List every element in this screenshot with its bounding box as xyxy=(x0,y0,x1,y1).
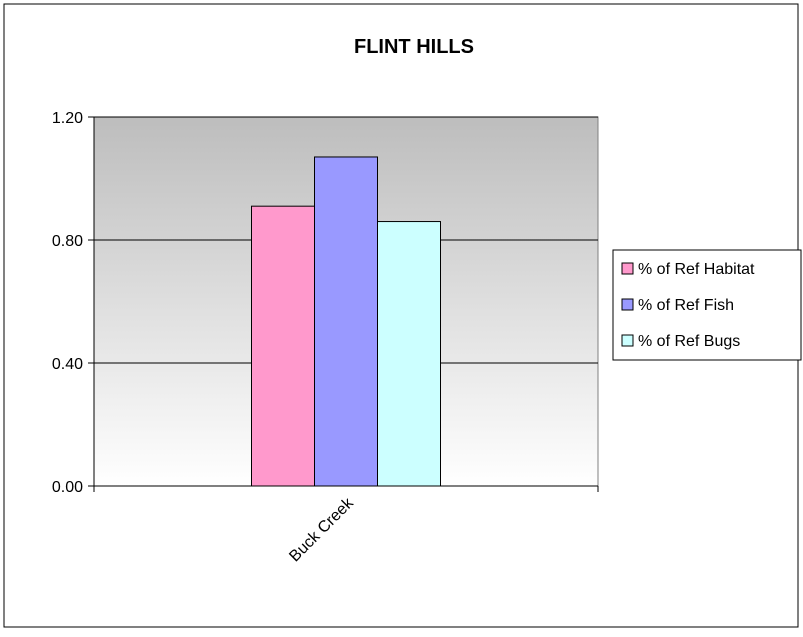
y-tick-label: 1.20 xyxy=(52,110,83,127)
bar xyxy=(251,205,315,487)
bar xyxy=(314,156,378,487)
chart-title: FLINT HILLS xyxy=(354,36,474,58)
y-tick-label: 0.00 xyxy=(52,479,83,496)
legend-box xyxy=(612,249,802,361)
bars xyxy=(251,156,441,487)
legend-label: % of Ref Bugs xyxy=(638,333,740,350)
legend-label: % of Ref Habitat xyxy=(638,261,755,278)
legend: % of Ref Habitat % of Ref Fish % of Ref Bu… xyxy=(612,249,802,361)
y-axis-ticks: 0.00 0.40 0.80 1.20 xyxy=(52,110,94,496)
bar xyxy=(377,221,441,487)
legend-label: % of Ref Fish xyxy=(638,297,734,314)
legend-swatch xyxy=(621,262,634,275)
y-tick-label: 0.80 xyxy=(52,233,83,250)
y-tick-label: 0.40 xyxy=(52,356,83,373)
legend-swatch xyxy=(621,298,634,311)
legend-swatch xyxy=(621,334,634,347)
